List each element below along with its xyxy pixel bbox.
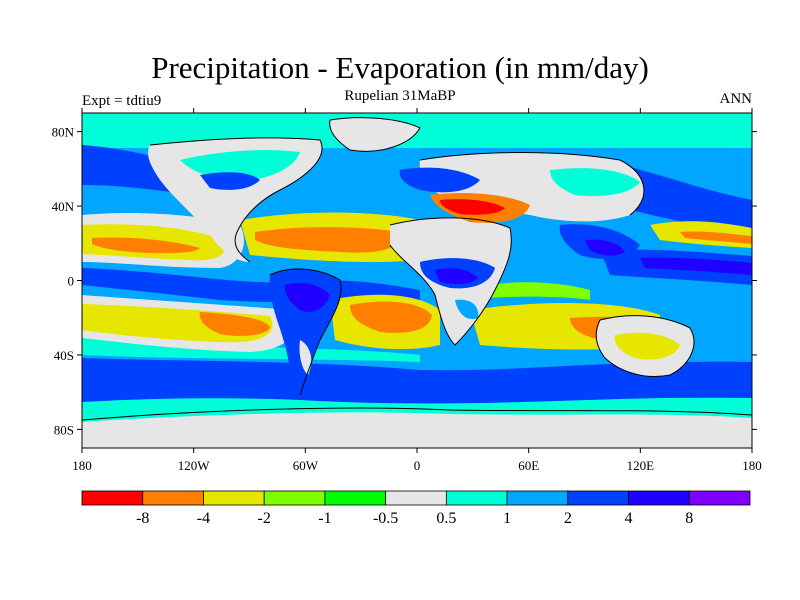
colorbar-segment [445, 490, 508, 506]
colorbar-segment [506, 490, 569, 506]
colorbar-segment [203, 490, 265, 506]
experiment-label: Expt = tdtiu9 [82, 93, 162, 109]
contour-field [82, 113, 752, 448]
lat-tick-label: 40S [54, 348, 74, 363]
latitude-axis: 80N 40N 0 40S 80S [52, 125, 757, 437]
colorbar-segment [567, 490, 629, 506]
colorbar-segment [142, 490, 204, 506]
colorbar-label: 1 [503, 510, 511, 527]
colorbar-segment [324, 490, 387, 506]
longitude-axis: 180 120W 60W 0 60E 120E 180 [72, 108, 762, 473]
lat-tick-label: 80S [54, 422, 74, 437]
colorbar-label: 2 [564, 510, 572, 527]
colorbar-label: -1 [318, 510, 331, 527]
colorbar-segment [688, 490, 751, 506]
map-subtitle: Rupelian 31MaBP [344, 88, 456, 104]
colorbar-label: 8 [685, 510, 693, 527]
lon-tick-label: 180 [742, 458, 762, 473]
colorbar-label: 4 [625, 510, 633, 527]
colorbar-segment [263, 490, 326, 506]
colorbar-segment [81, 490, 144, 506]
colorbar-label: -2 [258, 510, 271, 527]
colorbar-label: -0.5 [373, 510, 398, 527]
colorbar-segment [628, 490, 690, 506]
lon-tick-label: 0 [414, 458, 421, 473]
lon-tick-label: 60W [293, 458, 319, 473]
colorbar-label: 0.5 [436, 510, 456, 527]
map-title: Precipitation - Evaporation (in mm/day) [151, 50, 649, 85]
colorbar-segment [385, 490, 447, 506]
colorbar [81, 490, 751, 506]
colorbar-label: -8 [136, 510, 149, 527]
lon-tick-label: 60E [518, 458, 539, 473]
colorbar-label: -4 [197, 510, 210, 527]
lat-tick-label: 0 [68, 274, 75, 289]
lon-tick-label: 120E [627, 458, 655, 473]
colorbar-labels: -8 -4 -2 -1 -0.5 0.5 1 2 4 8 [136, 510, 693, 527]
lon-tick-label: 180 [72, 458, 92, 473]
season-label: ANN [719, 91, 753, 107]
lat-tick-label: 40N [52, 199, 75, 214]
lat-tick-label: 80N [52, 125, 75, 140]
lon-tick-label: 120W [178, 458, 211, 473]
